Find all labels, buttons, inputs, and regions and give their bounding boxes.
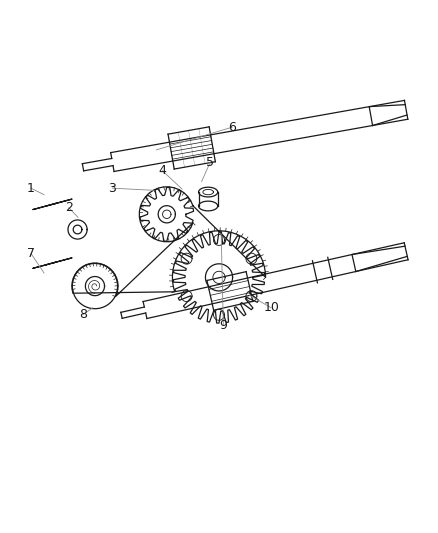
Text: 7: 7 (27, 247, 35, 260)
Text: 10: 10 (263, 301, 279, 314)
Text: 4: 4 (159, 164, 166, 177)
Text: 5: 5 (206, 156, 214, 168)
Text: 6: 6 (228, 121, 236, 134)
Text: 3: 3 (109, 182, 117, 195)
Text: 8: 8 (79, 308, 87, 321)
Text: 9: 9 (219, 319, 227, 332)
Text: 1: 1 (27, 182, 35, 195)
Text: 2: 2 (65, 201, 73, 214)
